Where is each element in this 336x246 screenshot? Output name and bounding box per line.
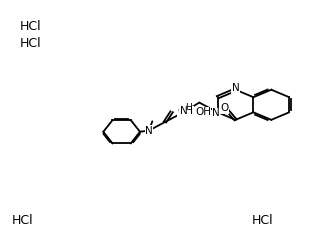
Text: OH: OH: [195, 107, 211, 117]
Text: O: O: [220, 103, 228, 113]
Text: OH: OH: [178, 106, 194, 116]
Text: N: N: [232, 83, 239, 93]
Text: HCl: HCl: [20, 20, 41, 33]
Text: HCl: HCl: [251, 214, 273, 227]
Text: HCl: HCl: [20, 37, 41, 50]
Text: N: N: [145, 125, 153, 136]
Text: HCl: HCl: [11, 214, 33, 227]
Text: N: N: [212, 108, 220, 118]
Text: H: H: [185, 103, 192, 112]
Text: N: N: [180, 106, 187, 116]
